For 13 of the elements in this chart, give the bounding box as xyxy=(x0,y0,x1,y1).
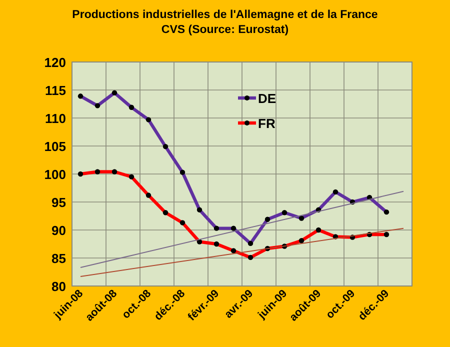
legend-label: FR xyxy=(258,116,276,131)
y-tick-label: 85 xyxy=(52,251,66,266)
y-tick-label: 100 xyxy=(44,167,66,182)
y-tick-label: 105 xyxy=(44,139,66,154)
legend-label: DE xyxy=(258,91,276,106)
y-tick-label: 80 xyxy=(52,279,66,294)
chart-title: Productions industrielles de l'Allemagne et de la France xyxy=(72,9,378,21)
y-tick-label: 120 xyxy=(44,55,66,70)
y-tick-label: 115 xyxy=(45,83,66,98)
y-tick-label: 95 xyxy=(52,195,66,210)
y-tick-label: 90 xyxy=(52,223,66,238)
y-tick-label: 110 xyxy=(45,111,66,126)
chart-subtitle: CVS (Source: Eurostat) xyxy=(161,24,289,36)
